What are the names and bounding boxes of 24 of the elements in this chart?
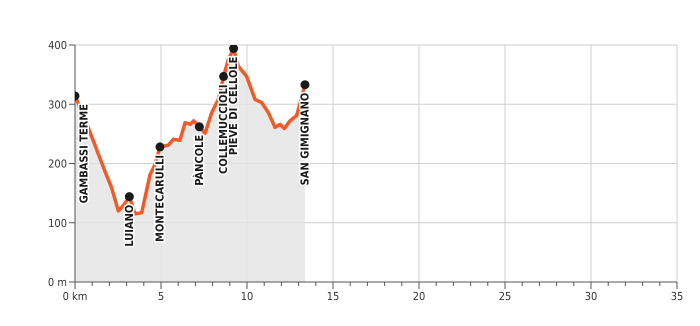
point [229,45,238,54]
annotation: SAN GIMIGNANO [298,92,312,186]
x-tick-label: 25 [498,290,512,303]
point [300,80,310,90]
y-tick-label: 200 [48,158,67,170]
point [155,142,164,152]
point [124,192,134,202]
y-tick-label: 400 [48,39,67,52]
x-tick-label: 20 [412,290,426,303]
y-tick-label: 0 m [48,276,67,289]
y-tick-label: 300 [48,98,67,112]
x-tick-label: 15 [326,290,340,303]
point [219,72,228,81]
annotation: LUIANO [122,204,136,247]
y-tick-label: 100 [48,216,67,230]
annotation: MONTECARULLI [153,154,166,242]
x-tick-label: 30 [584,290,598,303]
x-tick-label: 35 [670,290,684,303]
point [194,122,204,132]
x-tick-label: 0 km [62,290,88,303]
annotation: GAMBASSI TERME [78,104,90,204]
x-tick-label: 10 [240,290,254,303]
x-tick-label: 5 [158,290,164,303]
annotation: PÀNCOLE [192,134,206,186]
